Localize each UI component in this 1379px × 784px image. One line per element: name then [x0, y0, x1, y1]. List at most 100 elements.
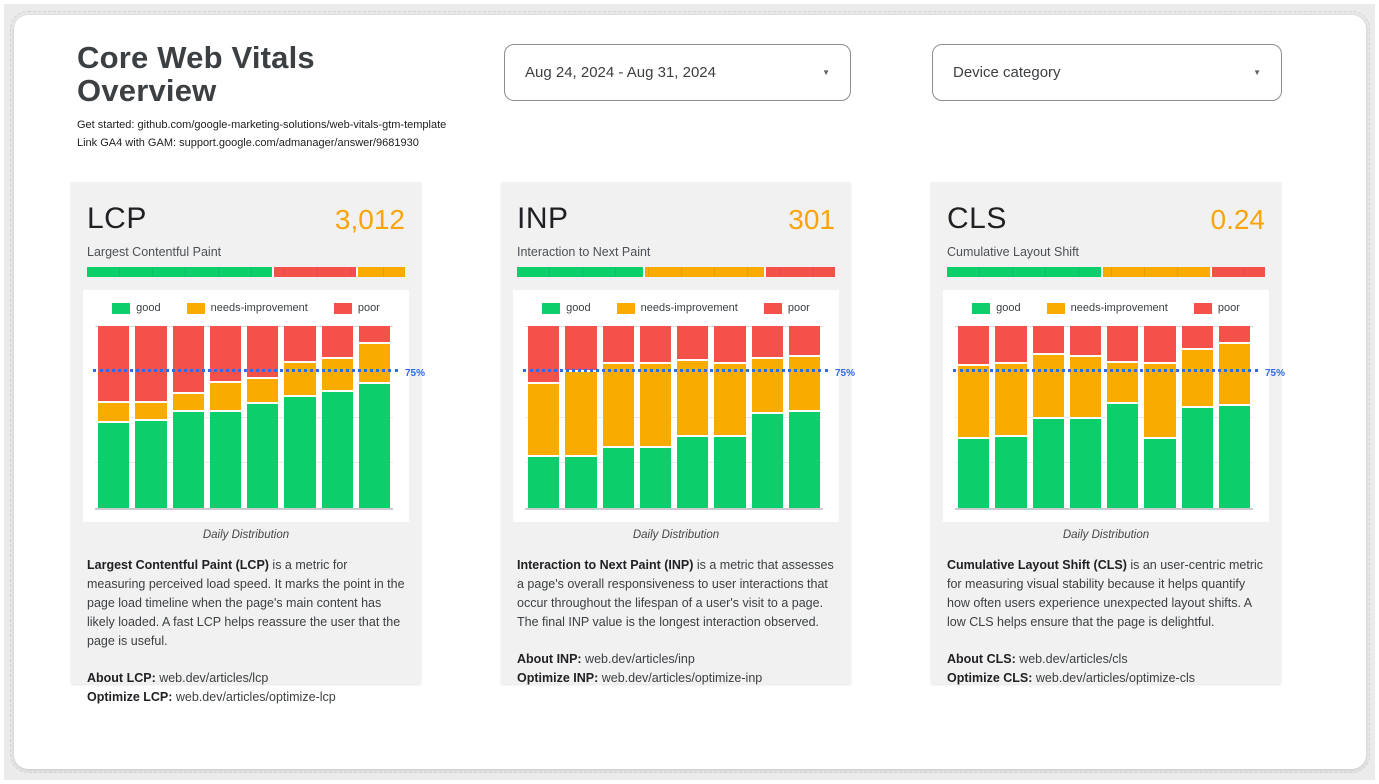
metric-links: About INP: web.dev/articles/inp Optimize… [517, 650, 835, 689]
bar-segment-poor [172, 326, 204, 392]
device-category-dropdown[interactable]: Device category ▼ [932, 44, 1282, 101]
bar-segment-poor [1032, 326, 1064, 354]
legend-swatch-needs-improvement [1046, 302, 1065, 314]
lcp-card: LCP 3,012 Largest Contentful Paint good … [71, 182, 425, 704]
metric-description: Largest Contentful Paint (LCP) is a metr… [87, 556, 405, 651]
daily-stacked-bar[interactable] [639, 326, 671, 508]
stacked-bars [525, 326, 823, 508]
bar-segment-poor [565, 326, 597, 370]
bar-segment-poor [528, 326, 560, 383]
daily-stacked-bar[interactable] [677, 326, 709, 508]
about-link: web.dev/articles/lcp [155, 671, 269, 685]
threshold-label: 75% [834, 367, 855, 379]
bar-segment-good [1144, 437, 1176, 508]
status-gauge[interactable] [517, 267, 835, 277]
legend-swatch-good [112, 302, 131, 314]
status-gauge[interactable] [87, 267, 405, 277]
legend-label-needs-improvement: needs-improvement [640, 302, 738, 314]
bar-segment-good [1107, 402, 1139, 508]
daily-stacked-bar[interactable] [958, 326, 990, 508]
daily-stacked-bar[interactable] [788, 326, 820, 508]
chart-caption: Daily Distribution [1062, 529, 1150, 541]
daily-stacked-bar[interactable] [565, 326, 597, 508]
bar-segment-poor [358, 326, 390, 343]
metric-description: Interaction to Next Paint (INP) is a met… [517, 556, 835, 632]
metric-name: INP [517, 202, 569, 235]
about-link: web.dev/articles/cls [1015, 652, 1128, 666]
threshold-line [93, 368, 398, 372]
metric-description-text: is an user-centric metric for measuring … [947, 558, 1264, 629]
bar-segment-poor [1181, 326, 1213, 348]
about-label: About INP: [517, 652, 582, 666]
bar-segment-good [1218, 404, 1250, 508]
daily-stacked-bar[interactable] [1069, 326, 1101, 508]
daily-stacked-bar[interactable] [321, 326, 353, 508]
about-label: About LCP: [87, 671, 156, 685]
legend-label-needs-improvement: needs-improvement [1070, 302, 1168, 314]
bar-segment-ni [247, 376, 279, 403]
about-label: About CLS: [947, 652, 1016, 666]
daily-stacked-bar[interactable] [98, 326, 130, 508]
gauge-tick-marks [517, 267, 835, 277]
optimize-link: web.dev/articles/optimize-lcp [172, 690, 336, 705]
daily-stacked-bar[interactable] [247, 326, 279, 508]
bar-segment-good [528, 455, 560, 508]
gauge-segment-needs_improvement [1102, 267, 1210, 277]
daily-stacked-bar[interactable] [995, 326, 1027, 508]
daily-stacked-bar[interactable] [284, 326, 316, 508]
bar-segment-ni [565, 369, 597, 456]
daily-stacked-bar[interactable] [528, 326, 560, 508]
get-started-link: Get started: github.com/google-marketing… [77, 118, 447, 131]
bar-segment-good [209, 409, 241, 508]
optimize-link: web.dev/articles/optimize-inp [598, 671, 763, 686]
bar-segment-good [602, 446, 634, 508]
bar-segment-ni [639, 362, 671, 447]
bar-segment-poor [995, 326, 1027, 363]
chart-legend: good needs-improvement poor [951, 300, 1261, 316]
date-range-dropdown[interactable]: Aug 24, 2024 - Aug 31, 2024 ▼ [504, 44, 851, 101]
bar-segment-good [677, 435, 709, 508]
daily-stacked-bar[interactable] [714, 326, 746, 508]
status-gauge[interactable] [947, 267, 1266, 277]
plot-area: 75% [953, 326, 1285, 510]
legend-swatch-good [972, 302, 991, 314]
legend-swatch-good [542, 302, 561, 314]
metric-subtitle: Cumulative Layout Shift [947, 245, 1080, 259]
optimize-label: Optimize INP: [517, 671, 599, 686]
threshold-label: 75% [1264, 367, 1285, 379]
daily-stacked-bar[interactable] [172, 326, 204, 508]
bar-segment-poor [602, 326, 634, 363]
bar-segment-ni [958, 364, 990, 438]
bar-segment-poor [321, 326, 353, 357]
legend-label-poor: poor [357, 302, 380, 314]
daily-stacked-bar[interactable] [135, 326, 167, 508]
metric-name: LCP [87, 202, 147, 235]
legend-swatch-poor [763, 302, 782, 314]
daily-stacked-bar[interactable] [209, 326, 241, 508]
bar-segment-ni [528, 382, 560, 456]
daily-stacked-bar[interactable] [1107, 326, 1139, 508]
daily-stacked-bar[interactable] [358, 326, 390, 508]
gauge-segment-needs_improvement [644, 267, 764, 277]
bar-segment-poor [1144, 326, 1176, 363]
legend-label-needs-improvement: needs-improvement [210, 302, 308, 314]
bar-segment-poor [714, 326, 746, 363]
metric-subtitle: Largest Contentful Paint [87, 245, 222, 259]
chart-legend: good needs-improvement poor [91, 300, 401, 316]
daily-stacked-bar[interactable] [1144, 326, 1176, 508]
legend-swatch-poor [333, 302, 352, 314]
bar-segment-poor [677, 326, 709, 359]
daily-stacked-bar[interactable] [1181, 326, 1213, 508]
bar-segment-ni [751, 356, 783, 412]
gauge-segment-good [947, 267, 1101, 277]
gauge-segment-good [87, 267, 273, 277]
bar-segment-poor [788, 326, 820, 356]
daily-stacked-bar[interactable] [602, 326, 634, 508]
bar-segment-ni [714, 362, 746, 436]
optimize-label: Optimize LCP: [87, 690, 173, 705]
bar-segment-poor [1107, 326, 1139, 361]
daily-stacked-bar[interactable] [1218, 326, 1250, 508]
daily-stacked-bar[interactable] [751, 326, 783, 508]
about-link: web.dev/articles/inp [581, 652, 695, 666]
daily-stacked-bar[interactable] [1032, 326, 1064, 508]
